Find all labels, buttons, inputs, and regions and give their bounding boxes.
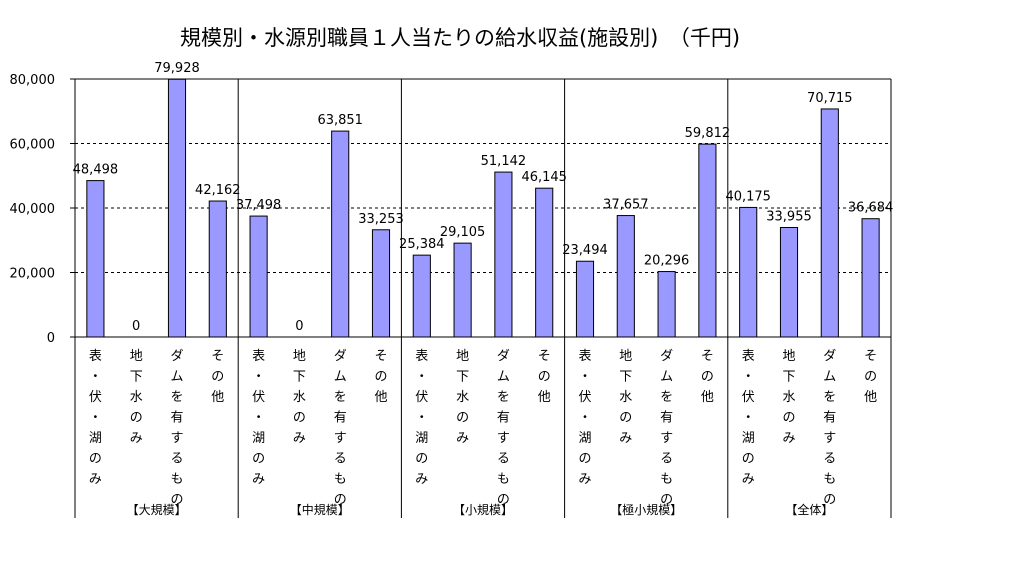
data-label: 36,684	[848, 201, 894, 216]
group-label: 【極小規模】	[610, 502, 682, 517]
data-label: 0	[295, 319, 303, 334]
bar	[535, 187, 554, 338]
y-tick-label: 0	[47, 331, 55, 346]
data-label: 59,812	[685, 126, 731, 141]
group-label: 【全体】	[785, 502, 833, 517]
category-label: ダムを有するもの	[334, 349, 347, 508]
y-tick-label: 60,000	[10, 138, 56, 153]
data-label: 33,253	[358, 212, 404, 227]
data-label: 70,715	[807, 91, 853, 106]
axes	[74, 78, 892, 518]
data-label: 46,145	[521, 170, 567, 185]
data-label: 37,498	[236, 198, 282, 213]
bar	[494, 171, 513, 338]
y-tick-label: 80,000	[10, 73, 56, 88]
category-label: その他	[701, 349, 714, 405]
bar	[575, 260, 595, 338]
category-label: その他	[538, 349, 551, 405]
category-label: 地下水のみ	[456, 349, 469, 446]
bar	[167, 78, 187, 338]
bar	[412, 254, 431, 338]
bar	[86, 180, 105, 338]
group-label: 【小規模】	[453, 502, 513, 517]
category-label: 地下水のみ	[619, 349, 632, 446]
y-tick-label: 40,000	[10, 202, 56, 217]
data-label: 33,955	[766, 209, 812, 224]
bar	[698, 143, 717, 338]
category-label: その他	[374, 349, 387, 405]
data-label: 40,175	[725, 189, 771, 204]
category-label: 表・伏・湖のみ	[89, 349, 102, 487]
bar	[657, 271, 676, 338]
data-label: 20,296	[644, 254, 690, 269]
category-label: 表・伏・湖のみ	[578, 349, 591, 487]
category-label: その他	[864, 349, 877, 405]
data-label: 25,384	[399, 237, 445, 252]
group-label: 【大規模】	[127, 502, 187, 517]
category-label: 地下水のみ	[130, 349, 143, 446]
group-label: 【中規模】	[290, 502, 350, 517]
data-label: 63,851	[317, 113, 363, 128]
bar	[779, 226, 799, 338]
chart-title: 規模別・水源別職員１人当たりの給水収益(施設別) （千円)	[179, 26, 741, 50]
category-label: ダムを有するもの	[660, 349, 673, 508]
category-label: 表・伏・湖のみ	[415, 349, 428, 487]
category-label: 表・伏・湖のみ	[742, 349, 755, 487]
bar	[861, 218, 880, 338]
data-label: 23,494	[562, 243, 608, 258]
category-label: ダムを有するもの	[170, 349, 183, 508]
category-label: その他	[211, 349, 224, 405]
category-label: 地下水のみ	[782, 349, 795, 446]
bar	[331, 130, 350, 338]
bar	[208, 200, 227, 338]
y-axis-ticks: 0 20,000 40,000 60,000 80,000	[10, 73, 75, 346]
data-label: 48,498	[73, 163, 119, 178]
bar	[616, 215, 635, 338]
group-labels: 【大規模】 【中規模】 【小規模】 【極小規模】 【全体】	[127, 502, 834, 517]
bar	[739, 206, 758, 338]
bar	[249, 215, 268, 338]
data-label: 79,928	[154, 61, 200, 76]
data-label: 42,162	[195, 183, 241, 198]
data-label: 37,657	[603, 198, 649, 213]
data-label: 0	[132, 319, 140, 334]
category-labels: 表・伏・湖のみ 地下水のみ ダムを有するもの その他 表・伏・湖のみ 地下水のみ ダムを有す…	[89, 349, 877, 508]
category-label: 地下水のみ	[293, 349, 306, 446]
category-label: ダムを有するもの	[497, 349, 510, 508]
bar	[453, 242, 472, 338]
data-label: 29,105	[440, 225, 486, 240]
bar	[371, 229, 391, 338]
bar	[820, 108, 839, 338]
data-label: 51,142	[481, 154, 527, 169]
y-tick-label: 20,000	[10, 267, 56, 282]
category-label: ダムを有するもの	[823, 349, 836, 508]
category-label: 表・伏・湖のみ	[252, 349, 265, 487]
